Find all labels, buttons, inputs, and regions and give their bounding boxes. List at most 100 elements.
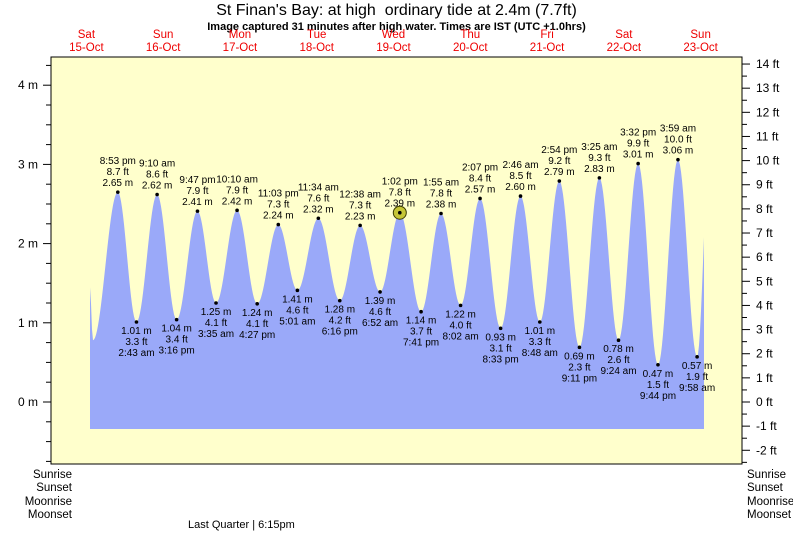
tide-point-dot bbox=[378, 290, 382, 294]
tide-point-dot bbox=[597, 176, 602, 180]
tide-height-ft: 2.3 ft bbox=[568, 362, 590, 373]
day-date-label: 23-Oct bbox=[683, 42, 718, 54]
sunset-label: Sunset bbox=[36, 482, 72, 495]
tide-height-m: 2.39 m bbox=[385, 199, 416, 210]
tide-height-m: 2.24 m bbox=[263, 211, 294, 222]
y-axis-ft-label: 1 ft bbox=[756, 371, 773, 385]
low-tide-label: 1.28 m4.2 ft6:16 pm bbox=[322, 305, 358, 338]
tide-height-m: 1.01 m bbox=[121, 326, 152, 337]
high-tide-label: 1:55 am7.8 ft2.38 m bbox=[423, 178, 459, 211]
tide-time: 9:11 pm bbox=[562, 373, 597, 384]
tide-point-dot bbox=[255, 301, 259, 306]
tide-height-ft: 4.0 ft bbox=[449, 320, 471, 331]
tide-height-ft: 8.5 ft bbox=[509, 171, 531, 182]
tide-time: 3:59 am bbox=[660, 124, 696, 135]
high-tide-label: 8:53 pm8.7 ft2.65 m bbox=[100, 156, 136, 189]
tide-time: 3:25 am bbox=[581, 142, 617, 153]
tide-height-ft: 1.5 ft bbox=[647, 380, 669, 391]
tide-height-ft: 3.3 ft bbox=[125, 337, 147, 348]
tide-height-m: 1.04 m bbox=[161, 324, 192, 335]
tide-point-dot bbox=[557, 179, 562, 183]
low-tide-label: 1.14 m3.7 ft7:41 pm bbox=[403, 316, 439, 349]
tide-height-m: 1.39 m bbox=[365, 296, 396, 307]
y-axis-ft-label: 8 ft bbox=[756, 202, 773, 216]
tide-height-ft: 4.1 ft bbox=[205, 318, 227, 329]
tide-point-dot bbox=[538, 320, 542, 324]
tide-point-dot bbox=[398, 210, 402, 215]
tide-time: 8:48 am bbox=[522, 348, 558, 359]
tide-point-dot bbox=[195, 209, 200, 213]
low-tide-label: 0.47 m1.5 ft9:44 pm bbox=[640, 369, 676, 402]
tide-time: 10:10 am bbox=[216, 174, 258, 185]
tide-time: 9:24 am bbox=[600, 366, 636, 377]
low-tide-label: 1.01 m3.3 ft8:48 am bbox=[522, 326, 558, 359]
day-name-label: Sun bbox=[153, 29, 173, 41]
high-tide-label: 9:10 am8.6 ft2.62 m bbox=[139, 158, 175, 191]
low-tide-label: 0.57 m1.9 ft9:58 am bbox=[679, 361, 715, 394]
tide-height-ft: 8.4 ft bbox=[469, 173, 491, 184]
tide-height-m: 1.22 m bbox=[445, 309, 476, 320]
astro-legend-left: Sunrise Sunset Moonrise Moonset bbox=[0, 469, 72, 523]
tide-labels: 8:53 pm8.7 ft2.65 m 1.01 m3.3 ft2:43 am 9:… bbox=[100, 124, 715, 402]
tide-height-ft: 7.3 ft bbox=[349, 200, 371, 211]
high-tide-label: 10:10 am7.9 ft2.42 m bbox=[216, 174, 258, 207]
tide-height-m: 0.57 m bbox=[682, 361, 713, 372]
tide-time: 1:02 pm bbox=[382, 177, 418, 188]
low-tide-label: 1.24 m4.1 ft4:27 pm bbox=[239, 308, 275, 341]
tide-height-m: 1.28 m bbox=[324, 305, 355, 316]
tide-time: 8:02 am bbox=[443, 331, 479, 342]
low-tide-label: 1.01 m3.3 ft2:43 am bbox=[118, 326, 154, 359]
tide-height-m: 2.83 m bbox=[584, 164, 615, 175]
tide-height-m: 3.01 m bbox=[623, 150, 654, 161]
tide-height-m: 2.41 m bbox=[182, 197, 213, 208]
tide-point-dot bbox=[358, 223, 362, 228]
tide-height-ft: 9.9 ft bbox=[627, 139, 649, 150]
tide-height-ft: 4.6 ft bbox=[286, 305, 308, 316]
y-axis-m-label: 3 m bbox=[18, 157, 38, 171]
y-axis-ft-label: 3 ft bbox=[756, 323, 773, 337]
tide-height-m: 0.69 m bbox=[564, 351, 595, 362]
tide-point-dot bbox=[676, 157, 680, 162]
tide-time: 8:53 pm bbox=[100, 156, 136, 167]
tide-point-dot bbox=[116, 190, 120, 194]
tide-height-ft: 8.6 ft bbox=[146, 169, 168, 180]
tide-curve-area bbox=[90, 159, 704, 429]
day-date-label: 18-Oct bbox=[299, 42, 334, 54]
sunrise-label: Sunrise bbox=[33, 469, 72, 481]
y-axis-right: 14 ft 13 ft 12 ft 11 ft 10 ft 9 ft 8 ft 7 ft 6 f… bbox=[742, 57, 780, 463]
tide-height-ft: 7.9 ft bbox=[226, 185, 248, 196]
tide-height-m: 0.93 m bbox=[485, 332, 516, 343]
y-axis-ft-label: 6 ft bbox=[756, 250, 773, 264]
day-date-label: 21-Oct bbox=[530, 42, 565, 54]
tide-time: 1:55 am bbox=[423, 178, 459, 189]
y-axis-ft-label: 13 ft bbox=[756, 81, 780, 95]
tide-height-m: 2.79 m bbox=[544, 167, 575, 178]
day-date-label: 22-Oct bbox=[607, 42, 642, 54]
tide-height-m: 1.24 m bbox=[242, 308, 273, 319]
tide-time: 11:34 am bbox=[298, 182, 339, 193]
day-name-label: Mon bbox=[229, 29, 251, 41]
tide-point-dot bbox=[478, 196, 482, 201]
y-axis-ft-label: 12 ft bbox=[756, 105, 780, 119]
low-tide-label: 0.78 m2.6 ft9:24 am bbox=[600, 344, 636, 377]
high-tide-label: 12:38 am7.3 ft2.23 m bbox=[339, 189, 381, 222]
tide-time: 6:16 pm bbox=[322, 327, 358, 338]
day-name-label: Thu bbox=[460, 29, 480, 41]
y-axis-m-label: 2 m bbox=[18, 237, 38, 251]
low-tide-label: 0.93 m3.1 ft8:33 pm bbox=[483, 332, 519, 365]
tide-height-ft: 7.3 ft bbox=[267, 200, 289, 211]
day-name-label: Wed bbox=[382, 29, 405, 41]
low-tide-label: 1.41 m4.6 ft5:01 am bbox=[279, 294, 315, 327]
tide-time: 4:27 pm bbox=[239, 330, 275, 341]
moonrise-label: Moonrise bbox=[24, 495, 72, 508]
moonrise-label: Moonrise bbox=[747, 495, 793, 508]
tide-height-ft: 4.1 ft bbox=[246, 319, 268, 330]
high-tide-label: 11:03 pm7.3 ft2.24 m bbox=[258, 189, 299, 222]
y-axis-ft-label: 5 ft bbox=[756, 274, 773, 288]
y-axis-m-label: 1 m bbox=[18, 316, 38, 330]
tide-point-dot bbox=[214, 301, 218, 305]
low-tide-label: 1.25 m4.1 ft3:35 am bbox=[198, 307, 234, 340]
tide-height-ft: 2.6 ft bbox=[607, 355, 629, 366]
moon-phase-label: Last Quarter | 6:15pm bbox=[188, 519, 295, 531]
